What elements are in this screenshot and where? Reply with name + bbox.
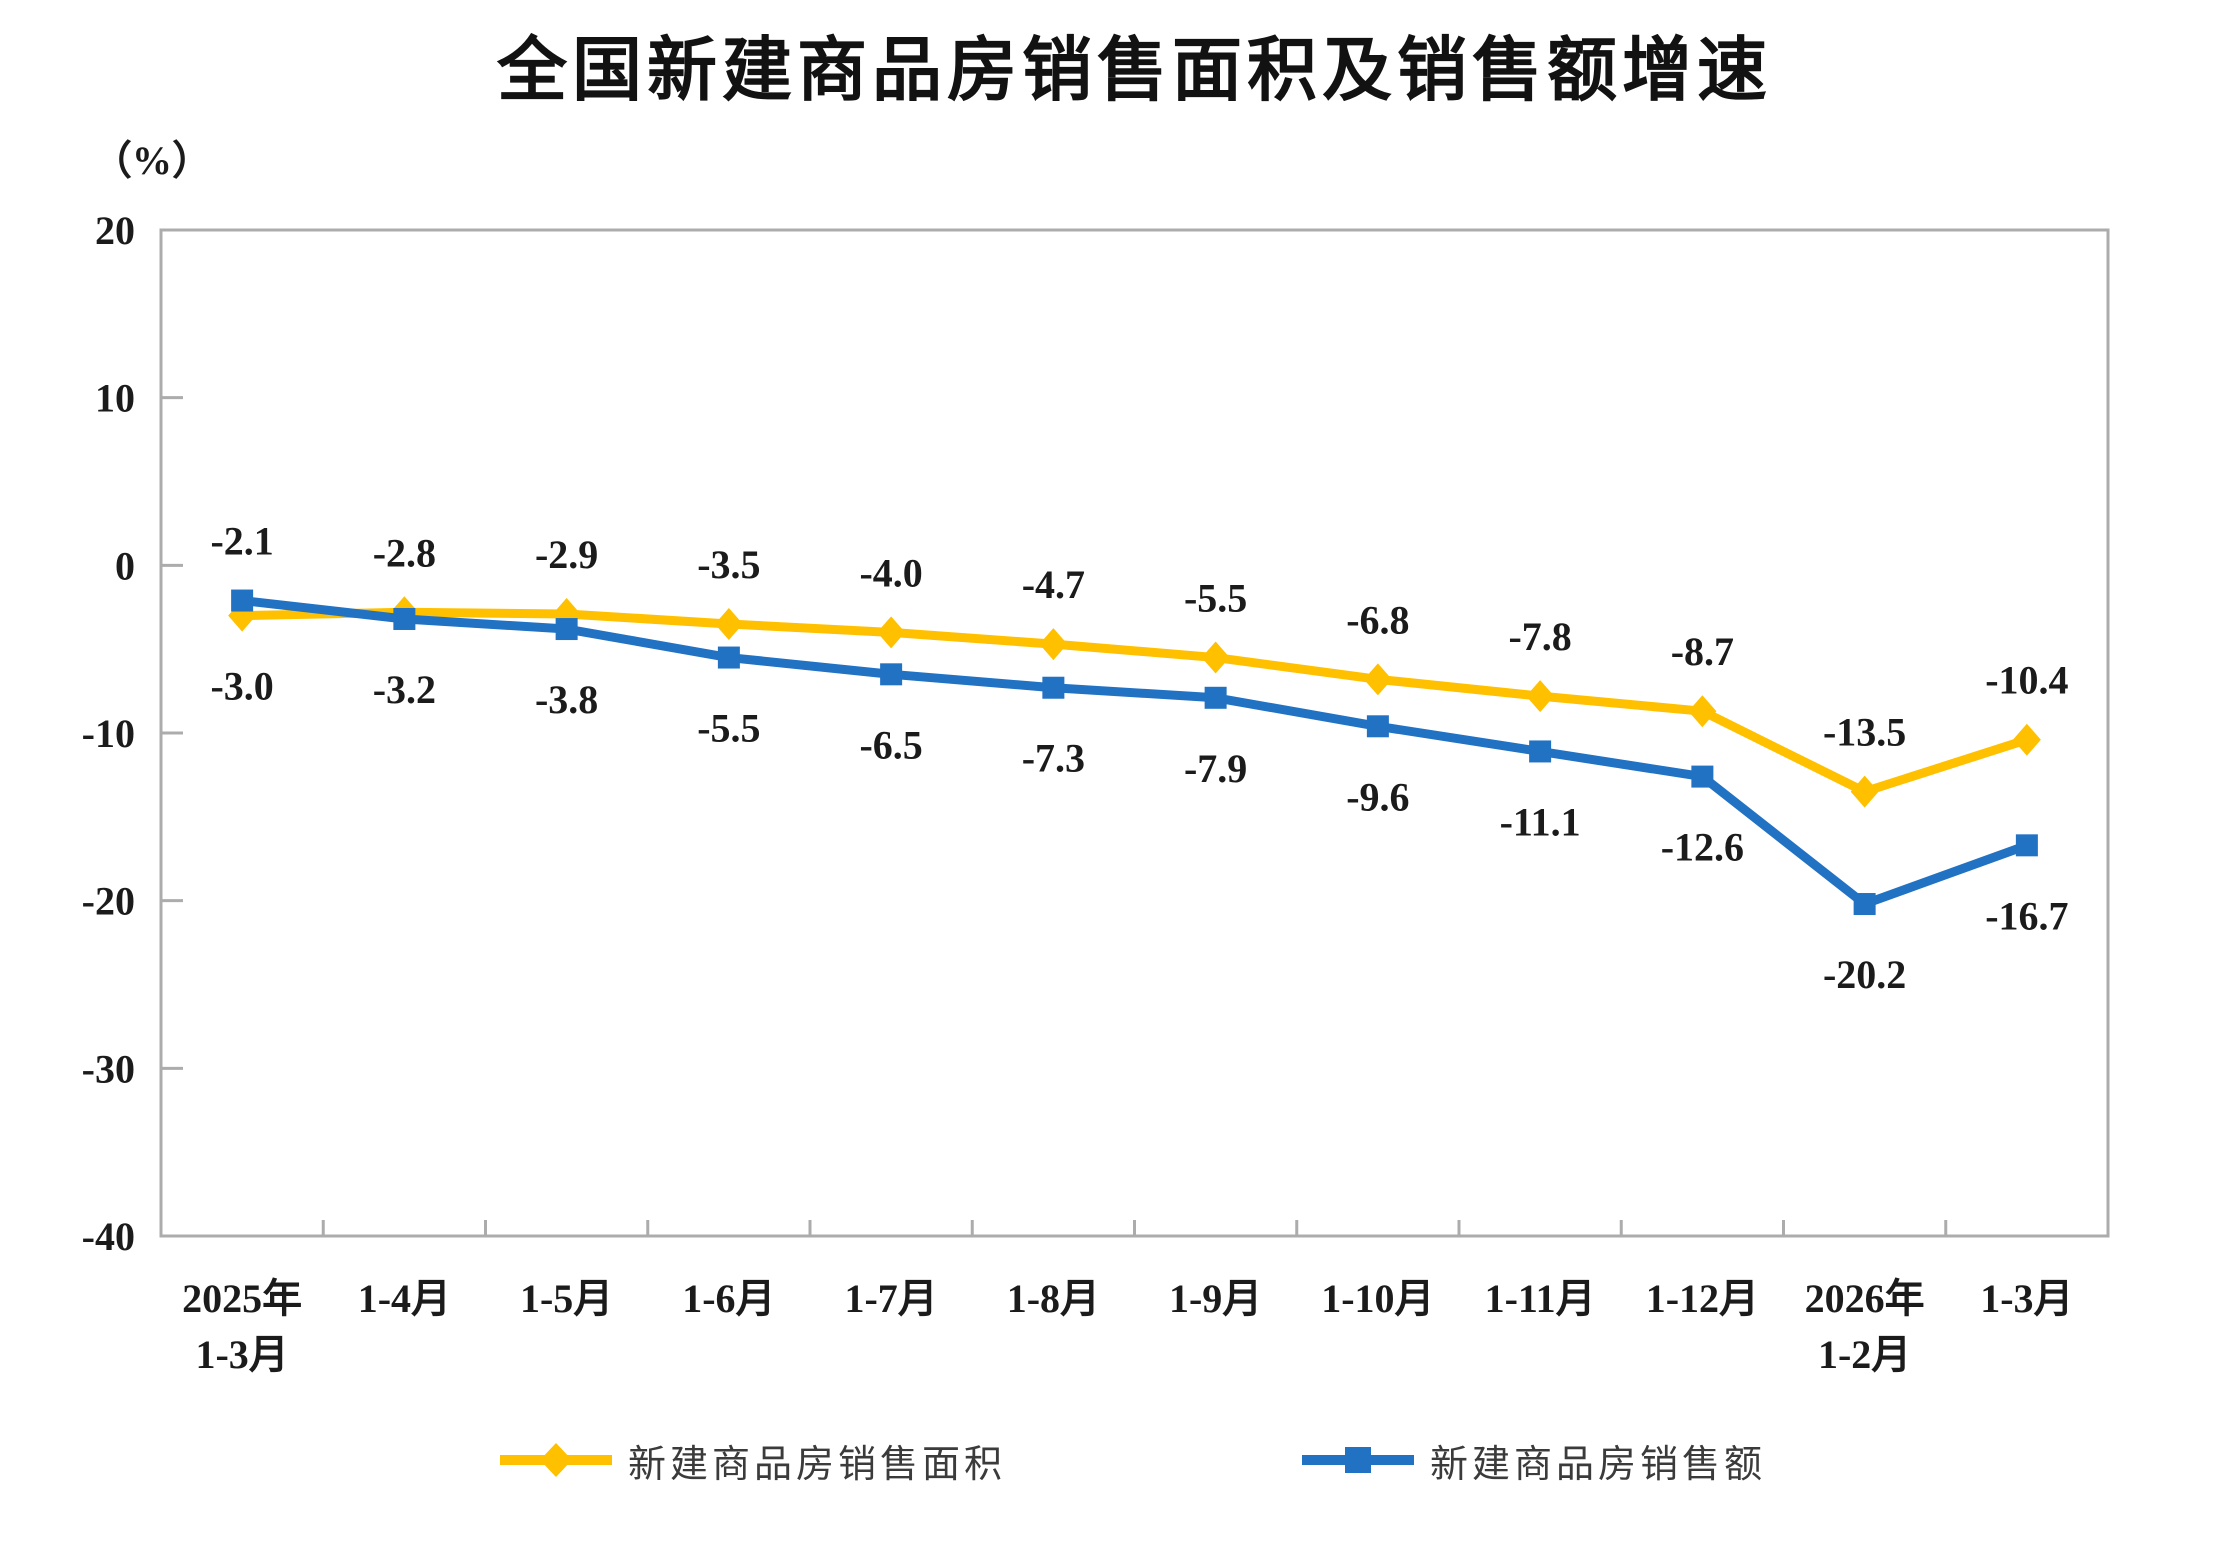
data-point-marker (1042, 676, 1065, 699)
data-point-label: -7.3 (1022, 736, 1085, 781)
data-point-marker (555, 618, 578, 641)
data-point-marker (880, 663, 903, 686)
x-axis-category-label: 2025年 (182, 1276, 302, 1321)
data-point-label: -8.7 (1671, 629, 1734, 674)
data-point-label: -6.5 (859, 722, 922, 767)
y-axis-tick-label: 10 (95, 376, 135, 421)
data-point-label: -5.5 (697, 706, 760, 751)
chart-title: 全国新建商品房销售面积及销售额增速 (497, 31, 1772, 109)
y-axis-tick-label: -40 (82, 1214, 135, 1259)
legend-label-sales-area: 新建商品房销售面积 (628, 1443, 1007, 1486)
data-point-marker (717, 646, 740, 669)
data-point-label: -3.2 (373, 667, 436, 712)
x-axis-category-label: 2026年 (1805, 1276, 1925, 1321)
data-point-marker (1853, 893, 1876, 916)
data-point-marker (2012, 723, 2041, 756)
x-axis-category-label: 1-9月 (1169, 1276, 1262, 1321)
x-axis-category-label: 1-12月 (1646, 1276, 1759, 1321)
y-axis-tick-label: -20 (82, 879, 135, 924)
data-point-label: -6.8 (1346, 597, 1409, 642)
x-axis-category-label: 1-8月 (1007, 1276, 1100, 1321)
data-point-marker (714, 608, 743, 641)
data-point-label: -3.0 (210, 664, 273, 709)
data-point-label: -10.4 (1985, 658, 2068, 703)
data-point-marker (1039, 628, 1068, 661)
data-point-marker (1691, 765, 1714, 788)
data-point-marker (1204, 686, 1227, 709)
data-point-marker (1363, 663, 1392, 696)
data-point-marker (2015, 834, 2038, 857)
data-point-label: -4.0 (859, 550, 922, 595)
data-point-marker (1366, 715, 1389, 738)
data-point-label: -2.9 (535, 532, 598, 577)
series-line-0 (237, 607, 2032, 797)
x-axis-category-label: 1-3月 (1980, 1276, 2073, 1321)
chart-legend: 新建商品房销售面积 新建商品房销售额 (0, 1430, 2216, 1494)
data-point-marker (1526, 680, 1555, 713)
data-point-label: -2.8 (373, 530, 436, 575)
data-point-label: -5.5 (1184, 576, 1247, 621)
data-point-marker (1850, 775, 1879, 808)
x-axis-category-label: 1-6月 (682, 1276, 775, 1321)
data-point-marker (1529, 740, 1552, 763)
data-point-label: -3.5 (697, 542, 760, 587)
x-axis-category-label: 1-7月 (844, 1276, 937, 1321)
x-axis-category-label: 1-4月 (358, 1276, 451, 1321)
plot-border (159, 228, 2110, 1238)
x-axis-category-label: 1-3月 (195, 1332, 288, 1377)
x-axis-category-label: 1-5月 (520, 1276, 613, 1321)
y-axis-tick-label: -30 (82, 1046, 135, 1091)
sales-area-legend-marker-icon (500, 1443, 612, 1477)
data-point-marker (393, 607, 416, 630)
data-point-label: -20.2 (1823, 952, 1906, 997)
x-axis-category-label: 1-10月 (1321, 1276, 1434, 1321)
x-axis-category-label: 1-11月 (1485, 1276, 1596, 1321)
y-axis-tick-label: 20 (95, 208, 135, 253)
data-point-label: -4.7 (1022, 562, 1085, 607)
data-point-label: -11.1 (1500, 799, 1581, 844)
y-axis-tick-label: 0 (115, 543, 135, 588)
data-point-marker (877, 616, 906, 649)
legend-label-sales-amount: 新建商品房销售额 (1430, 1443, 1767, 1486)
data-point-label: -3.8 (535, 677, 598, 722)
data-point-label: -9.6 (1346, 774, 1409, 819)
legend-item-sales-area: 新建商品房销售面积 (498, 1430, 1006, 1490)
data-point-label: -16.7 (1985, 893, 2068, 938)
data-point-label: -2.1 (210, 519, 273, 564)
data-point-label: -7.9 (1184, 746, 1247, 791)
y-axis-tick-label: -10 (82, 711, 135, 756)
data-point-marker (1201, 641, 1230, 674)
x-axis-category-label: 1-2月 (1818, 1332, 1911, 1377)
data-point-label: -7.8 (1508, 614, 1571, 659)
legend-item-sales-amount: 新建商品房销售额 (1300, 1430, 1766, 1490)
sales-amount-legend-marker-icon (1302, 1447, 1414, 1473)
data-point-marker (1688, 695, 1717, 728)
data-point-marker (231, 589, 254, 612)
series-line-1 (237, 596, 2032, 909)
data-point-label: -13.5 (1823, 710, 1906, 755)
y-axis-unit-label: （%） (92, 138, 212, 183)
data-point-label: -12.6 (1661, 825, 1744, 870)
